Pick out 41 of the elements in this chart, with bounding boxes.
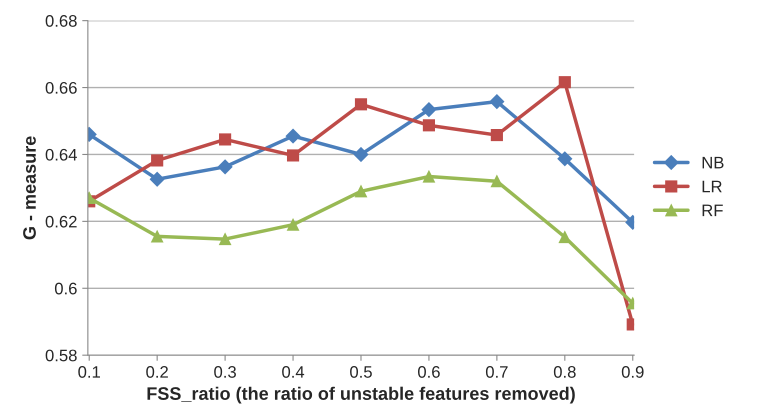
y-tick-label: 0.68 [46,15,77,27]
y-tick-label: 0.62 [46,216,77,228]
point [354,185,368,198]
point [422,170,436,183]
y-tick-label: 0.6 [54,282,77,294]
point [286,149,300,162]
point [219,133,232,146]
legend-label: NB [702,156,724,168]
x-axis-title: FSS_ratio (the ratio of unstable features removed) [148,386,575,404]
x-tick-label: 0.8 [554,366,576,378]
point [489,94,504,109]
legend-label: LR [702,180,722,192]
x-tick-label: 0.6 [418,366,440,378]
point [151,154,164,167]
point [218,159,232,174]
x-tick-label: 0.3 [214,366,236,378]
x-tick-label: 0.7 [486,366,508,378]
x-tick-label: 0.1 [78,366,100,378]
point [151,230,164,242]
y-axis-title: G - measure [23,136,36,240]
point [557,151,572,166]
point [354,98,368,110]
point [422,119,436,132]
point [558,76,571,88]
y-tick-label: 0.58 [46,350,77,362]
point [354,147,368,162]
legend-label: RF [702,204,723,216]
x-tick-label: 0.2 [146,366,168,378]
point [286,128,300,144]
y-tick-label: 0.64 [46,148,77,161]
point [219,233,232,246]
x-tick-label: 0.9 [622,366,644,378]
point [422,102,436,118]
point [490,175,503,188]
x-tick-label: 0.5 [350,366,372,378]
point [286,218,300,231]
point [150,172,165,187]
point [490,128,503,142]
point [558,231,571,244]
y-tick-label: 0.66 [46,82,77,94]
x-tick-label: 0.4 [282,366,304,378]
